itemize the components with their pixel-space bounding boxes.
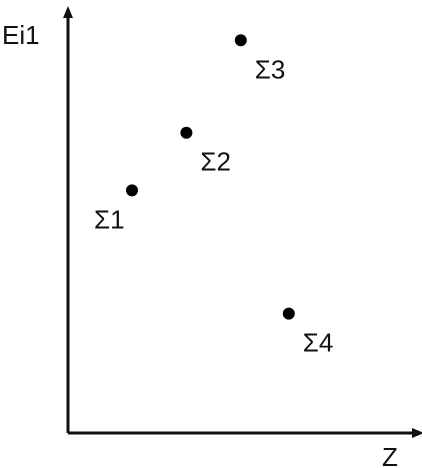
data-point-label-3: Σ3 (255, 54, 286, 84)
data-point-2 (180, 126, 193, 139)
x-axis-label: Z (382, 442, 398, 468)
data-point-label-4: Σ4 (303, 328, 334, 358)
y-axis-label: Ei1 (2, 20, 40, 50)
data-points: Σ1 Σ2 Σ3 Σ4 (94, 34, 334, 358)
data-point-3 (234, 34, 247, 47)
data-point-4 (282, 307, 295, 320)
data-point-label-1: Σ1 (94, 204, 125, 234)
data-point-label-2: Σ2 (200, 147, 231, 177)
data-point-1 (126, 184, 138, 197)
